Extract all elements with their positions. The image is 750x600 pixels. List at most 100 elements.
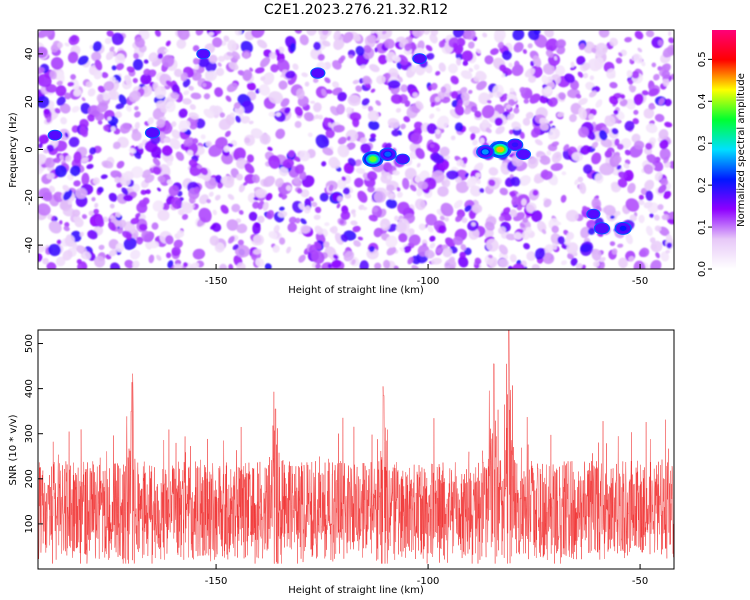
snr-y-axis: 100 200 300 400 500 [24,334,43,533]
heatmap-cell [178,121,189,133]
heatmap-cell [190,92,202,100]
heatmap-cell [107,116,112,121]
heatmap-cell [493,30,506,41]
heatmap-cell [610,215,615,220]
heatmap-cell [297,188,303,194]
heatmap-cell [118,94,127,105]
heatmap-cell [555,39,566,49]
heatmap-cell [355,167,366,174]
heatmap-cell [366,34,377,44]
heatmap-cell [315,134,329,149]
heatmap-cell [183,90,190,96]
heatmap-cell [357,190,368,203]
heatmap-cell [502,207,511,215]
heatmap-cell [471,222,476,227]
heatmap-cell [454,105,465,116]
heatmap-cell [498,215,505,222]
heatmap-cell [623,163,630,169]
heatmap-cell [219,112,225,118]
heatmap-cell [254,67,265,74]
heatmap-cell [454,122,464,132]
heatmap-cell [527,43,533,49]
heatmap-cell [519,131,525,139]
heatmap-cell [628,79,634,85]
heatmap-cell [579,182,587,194]
heatmap-cell [87,88,96,97]
heatmap-cell [236,262,246,269]
heatmap-cell [473,64,480,71]
heatmap-cell [429,33,438,44]
heatmap-cell [259,57,271,68]
heatmap-cell [105,51,114,61]
heatmap-cell [375,100,382,106]
heatmap-cell [412,92,418,98]
heatmap-cell [654,225,662,232]
heatmap-cell [548,120,553,125]
heatmap-cell [591,152,602,165]
heatmap-cell [114,111,122,119]
heatmap-cell [618,257,628,269]
heatmap-cell [531,210,543,222]
heatmap-cell [151,222,159,230]
heatmap-cell [117,227,124,234]
heatmap-cell [70,165,81,177]
heatmap-cell [110,262,121,269]
heatmap-cell [91,51,102,62]
heatmap-cell [119,122,131,134]
heatmap-cell [510,176,521,187]
heatmap-cell [285,185,292,191]
heatmap-cell [274,177,284,188]
heatmap-cell [526,251,536,261]
heatmap-cell [41,30,54,37]
heatmap-cell [485,127,490,133]
heatmap-y-tick-label: 20 [24,95,35,108]
heatmap-cell [641,90,649,96]
heatmap-cell [272,245,280,253]
heatmap-cell [615,210,621,216]
heatmap-cell [337,144,350,158]
heatmap-cell [313,77,319,84]
heatmap-cell [62,249,73,261]
heatmap-cell [79,231,84,237]
heatmap-cell [497,41,504,49]
heatmap-cell [103,81,115,92]
heatmap-cell [501,73,506,78]
heatmap-hotspot [200,51,207,57]
heatmap-hotspot [481,149,489,155]
heatmap-cell [654,171,663,181]
heatmap-cell [224,130,231,138]
heatmap-cell [95,215,105,228]
heatmap-cell [390,94,403,104]
heatmap-cell [354,159,362,167]
heatmap-cell [130,166,144,179]
heatmap-cell [182,202,194,214]
heatmap-cell [176,38,187,49]
heatmap-cell [109,46,115,52]
heatmap-cell [404,167,417,180]
heatmap-cell [462,60,469,66]
heatmap-cell [189,104,196,110]
heatmap-cell [368,214,378,222]
heatmap-cell [111,32,124,46]
heatmap-cell [165,80,173,87]
heatmap-cell [354,177,364,188]
heatmap-cell [429,113,435,119]
heatmap-cell [551,141,559,147]
heatmap-cell [440,202,454,217]
heatmap-cell [440,86,447,93]
heatmap-cell [633,109,639,115]
heatmap-cell [93,255,106,268]
heatmap-cell [321,88,327,97]
heatmap-cell [542,63,555,75]
heatmap-cell [574,179,579,186]
heatmap-cell [128,90,141,103]
heatmap-cell [227,143,234,148]
heatmap-cell [521,198,527,206]
heatmap-cell [436,115,450,129]
heatmap-hotspot [149,130,156,136]
heatmap-cell [205,70,218,82]
heatmap-cell [400,84,409,93]
heatmap-cell [236,173,244,181]
heatmap-cell [448,63,458,74]
heatmap-cell [617,178,628,188]
